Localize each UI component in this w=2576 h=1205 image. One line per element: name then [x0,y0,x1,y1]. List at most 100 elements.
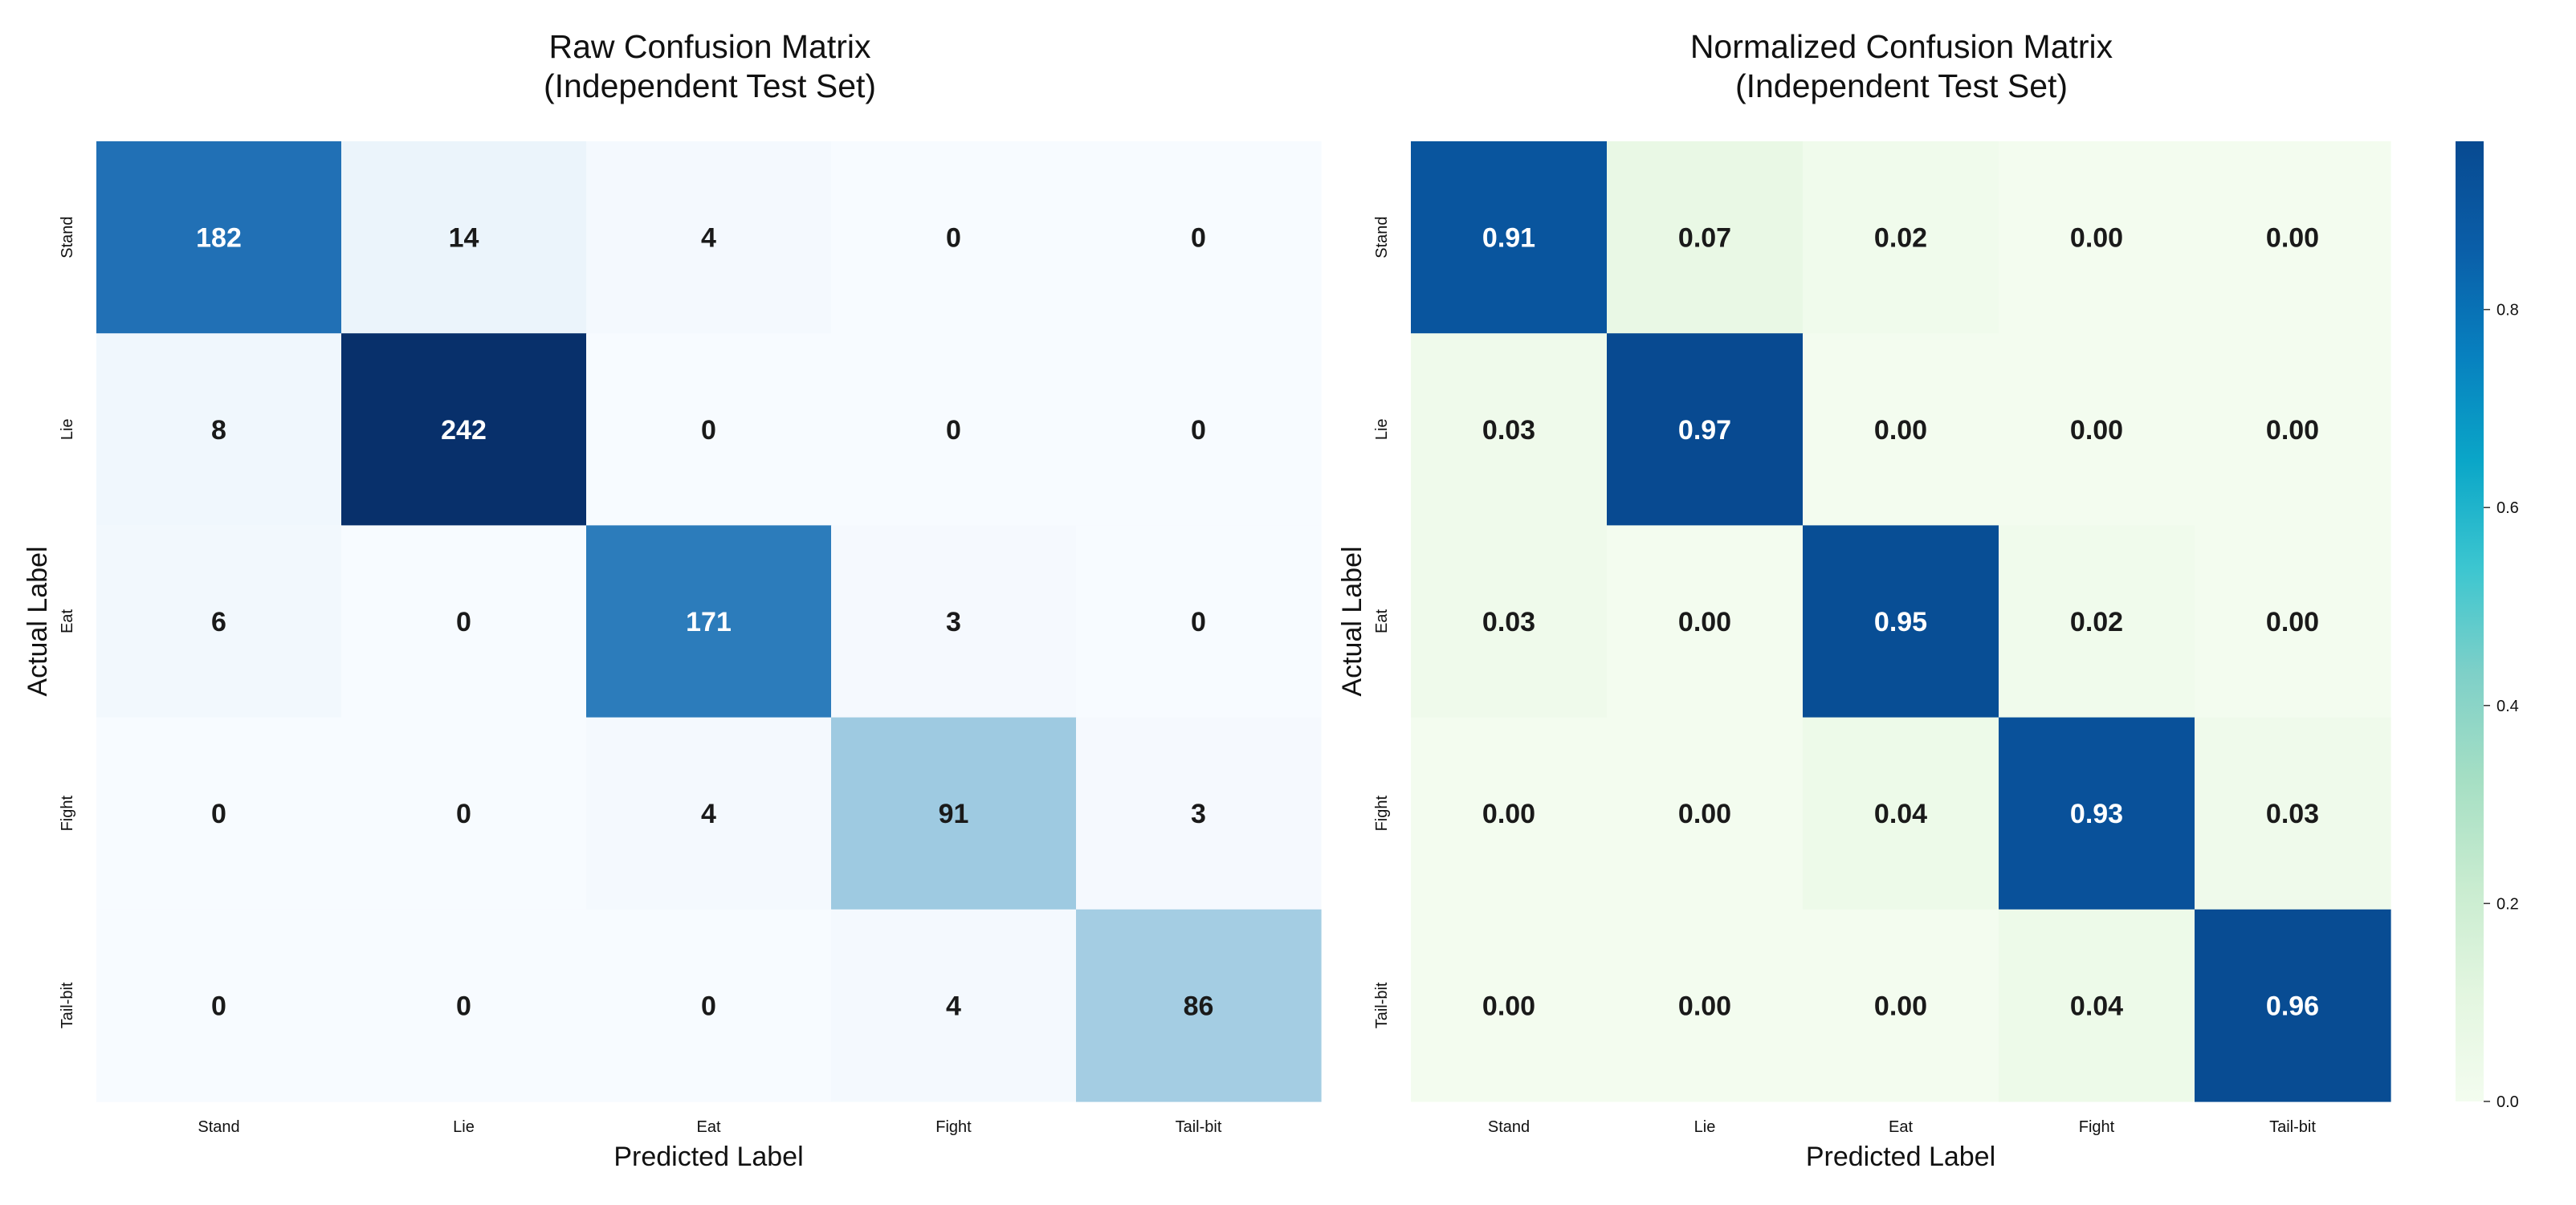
cell-value-label: 0 [1191,223,1206,254]
cell-value-label: 4 [701,223,716,254]
cell-value-label: 0.00 [1678,799,1731,829]
chart-title-line: (Independent Test Set) [1735,67,2068,104]
y-tick-label: Stand [59,216,76,258]
heatmap-cell [2195,141,2391,334]
x-tick-label: Stand [198,1118,239,1136]
cell-value-label: 0.00 [1482,799,1535,829]
cell-value-label: 0.00 [1482,991,1535,1021]
cell-value-label: 3 [1191,799,1206,829]
x-tick-label: Stand [1488,1118,1530,1136]
heatmap-cell [1076,909,1322,1102]
heatmap-cell [1411,333,1608,526]
heatmap-cell [831,333,1077,526]
colorbar-tick-label: 0.2 [2497,895,2519,913]
heatmap-cell [341,717,587,910]
heatmap-cell [1999,141,2195,334]
cell-value-label: 3 [946,607,961,637]
heatmap-cell [831,525,1077,719]
heatmap-cell [1411,909,1608,1102]
cell-value-label: 0 [456,991,471,1021]
cell-value-label: 4 [946,991,961,1021]
heatmap-cell [1803,909,1999,1102]
heatmap-cell [96,717,342,910]
x-axis-label: Predicted Label [1806,1142,1995,1172]
y-tick-label: Eat [1373,609,1391,633]
y-tick-label: Fight [1373,796,1391,832]
y-tick-label: Tail-bit [1373,982,1391,1028]
cell-value-label: 0.00 [1874,415,1927,446]
cell-value-label: 0.03 [1482,415,1535,446]
heatmap-cell [1803,333,1999,526]
x-tick-label: Tail-bit [2269,1118,2316,1136]
heatmap-cell [1803,525,1999,719]
heatmap-cell [1803,717,1999,910]
cell-value-label: 0 [701,991,716,1021]
cell-value-label: 91 [939,799,969,829]
y-tick-label: Lie [59,418,76,440]
cell-value-label: 4 [701,799,716,829]
cell-value-label: 0.95 [1874,607,1927,637]
y-tick-label: Eat [59,609,76,633]
cell-value-label: 182 [196,223,242,254]
heatmap-cell [341,909,587,1102]
colorbar-tick-label: 0.0 [2497,1093,2519,1111]
colorbar-tick-label: 0.8 [2497,302,2519,320]
cell-value-label: 86 [1184,991,1214,1021]
cell-value-label: 0.00 [1678,991,1731,1021]
chart-title-line: (Independent Test Set) [544,67,876,104]
heatmap-cell [1607,717,1804,910]
cell-value-label: 0 [946,415,961,446]
cell-value-label: 0 [211,991,226,1021]
colorbar-tick-label: 0.6 [2497,499,2519,517]
heatmap-cell [1411,525,1608,719]
heatmap-cell [1999,333,2195,526]
cell-value-label: 0.00 [1874,991,1927,1021]
cell-value-label: 0 [701,415,716,446]
heatmap-cell [1076,333,1322,526]
cell-value-label: 0.00 [2266,607,2319,637]
heatmap-cell [341,525,587,719]
heatmap-cell [1607,333,1804,526]
cell-value-label: 0.00 [1678,607,1731,637]
cell-value-label: 0.00 [2070,415,2123,446]
cell-value-label: 171 [686,607,732,637]
colorbar [2456,141,2484,1101]
y-tick-label: Fight [59,796,76,832]
heatmap-cell [1076,141,1322,334]
cell-value-label: 242 [441,415,487,446]
cell-value-label: 0.91 [1482,223,1535,254]
heatmap-cell [96,333,342,526]
cell-value-label: 14 [449,223,479,254]
chart-title: Normalized Confusion Matrix (Independent … [1690,28,2113,104]
cell-value-label: 0 [1191,415,1206,446]
cell-value-label: 0 [456,607,471,637]
heatmap-cell [1411,717,1608,910]
y-axis-label: Actual Label [1337,546,1367,696]
heatmap-cell [341,141,587,334]
heatmap-cell [586,141,832,334]
cell-value-label: 0 [1191,607,1206,637]
heatmap-cell [2195,717,2391,910]
heatmap-cell [586,333,832,526]
cell-value-label: 0.03 [1482,607,1535,637]
x-tick-label: Eat [696,1118,720,1136]
chart-title: Raw Confusion Matrix (Independent Test Se… [544,28,876,104]
y-tick-label: Stand [1373,216,1391,258]
cell-value-label: 0.07 [1678,223,1731,254]
heatmap-cell [2195,333,2391,526]
heatmap-cell [1076,525,1322,719]
x-tick-label: Tail-bit [1176,1118,1222,1136]
heatmap-cell [586,717,832,910]
cell-value-label: 0.97 [1678,415,1731,446]
heatmap-cell [96,525,342,719]
cell-value-label: 0 [946,223,961,254]
heatmap-cell [2195,909,2391,1102]
heatmap-cell [831,717,1077,910]
cell-value-label: 8 [211,415,226,446]
chart-title-line: Normalized Confusion Matrix [1690,28,2113,65]
chart-title-line: Raw Confusion Matrix [548,28,871,65]
heatmap-cell [831,141,1077,334]
cell-value-label: 0.02 [2070,607,2123,637]
y-tick-label: Tail-bit [59,982,76,1028]
